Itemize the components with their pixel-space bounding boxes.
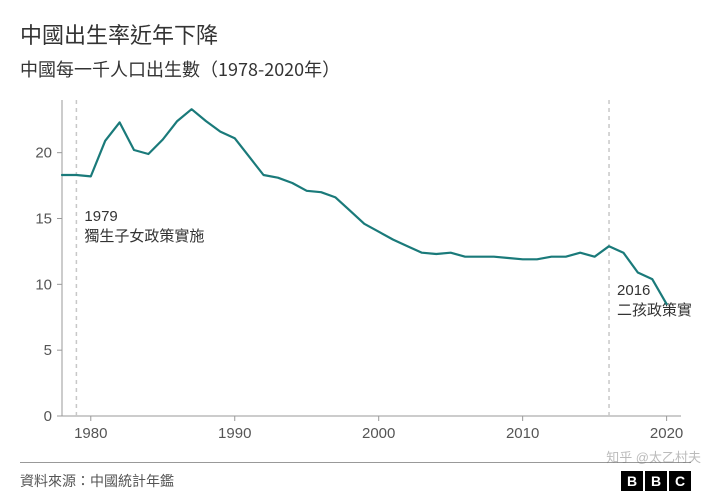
- bbc-logo-c: C: [669, 471, 691, 491]
- chart-subtitle: 中國每一千人口出生數（1978-2020年）: [20, 56, 691, 82]
- bbc-logo-b2: B: [645, 471, 667, 491]
- svg-text:2000: 2000: [362, 425, 395, 442]
- svg-text:2010: 2010: [506, 425, 539, 442]
- svg-text:5: 5: [44, 342, 52, 359]
- chart-title: 中國出生率近年下降: [20, 18, 691, 50]
- chart-container: 中國出生率近年下降 中國每一千人口出生數（1978-2020年） 0 5 10 15 2…: [0, 0, 711, 454]
- svg-text:0: 0: [44, 408, 52, 425]
- source-label: 資料來源：中國統計年鑑: [20, 471, 174, 491]
- bbc-logo: B B C: [621, 471, 691, 491]
- svg-text:2020: 2020: [650, 425, 683, 442]
- svg-text:2016: 2016: [617, 282, 650, 299]
- bbc-logo-b1: B: [621, 471, 643, 491]
- svg-text:15: 15: [35, 211, 52, 228]
- svg-text:二孩政策實施: 二孩政策實施: [617, 301, 691, 319]
- chart-svg: 0 5 10 15 20 1980 1990 2000 2010 2020 1979 獨生子女政策實施…: [20, 94, 691, 444]
- svg-text:1979: 1979: [84, 208, 117, 225]
- plot-area: 0 5 10 15 20 1980 1990 2000 2010 2020 1979 獨生子女政策實施…: [20, 94, 691, 444]
- footer: 資料來源：中國統計年鑑 B B C: [20, 462, 691, 491]
- svg-text:1980: 1980: [74, 425, 107, 442]
- svg-text:20: 20: [35, 145, 52, 162]
- svg-text:獨生子女政策實施: 獨生子女政策實施: [84, 227, 204, 245]
- svg-text:10: 10: [35, 276, 52, 293]
- svg-text:1990: 1990: [218, 425, 251, 442]
